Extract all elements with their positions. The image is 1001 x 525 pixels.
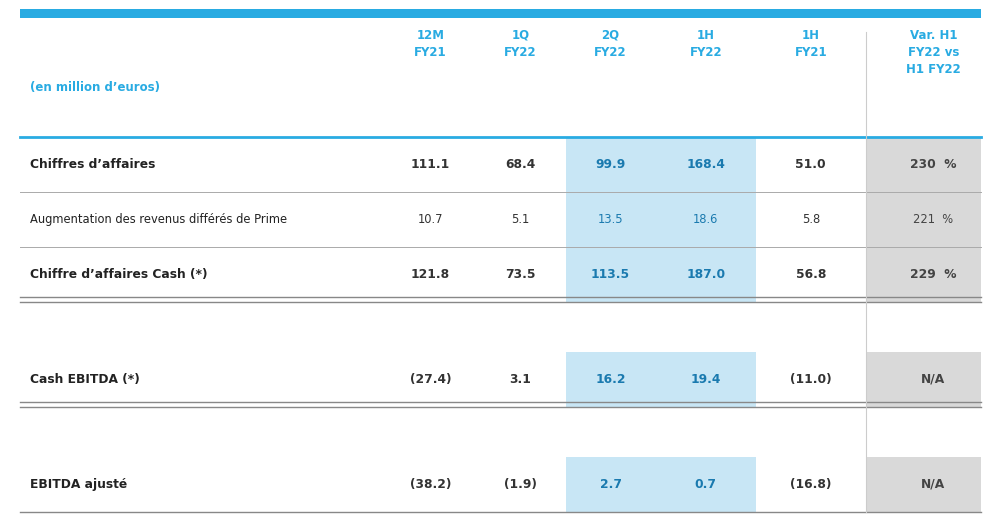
Text: 2.7: 2.7 — [600, 478, 622, 491]
Text: Chiffre d’affaires Cash (*): Chiffre d’affaires Cash (*) — [30, 268, 207, 281]
Text: 51.0: 51.0 — [796, 158, 826, 171]
Text: 5.1: 5.1 — [512, 213, 530, 226]
Text: (27.4): (27.4) — [409, 373, 451, 386]
Bar — [566, 247, 756, 302]
Bar — [756, 247, 866, 302]
Bar — [20, 9, 981, 18]
Text: 168.4: 168.4 — [687, 158, 725, 171]
Text: Cash EBITDA (*): Cash EBITDA (*) — [30, 373, 140, 386]
Bar — [20, 457, 566, 512]
Text: 73.5: 73.5 — [506, 268, 536, 281]
Bar — [866, 352, 981, 407]
Bar — [866, 247, 981, 302]
Bar — [20, 247, 566, 302]
Text: N/A: N/A — [921, 478, 946, 491]
Bar — [566, 352, 756, 407]
Text: (16.8): (16.8) — [790, 478, 832, 491]
Text: Augmentation des revenus différés de Prime: Augmentation des revenus différés de Pri… — [30, 213, 287, 226]
Text: 99.9: 99.9 — [596, 158, 626, 171]
Bar — [20, 136, 566, 192]
Text: 3.1: 3.1 — [510, 373, 532, 386]
Bar — [866, 192, 981, 247]
Bar — [866, 136, 981, 192]
Bar — [566, 136, 756, 192]
Text: 1H
FY21: 1H FY21 — [795, 29, 827, 59]
Text: EBITDA ajusté: EBITDA ajusté — [30, 478, 127, 491]
Text: 5.8: 5.8 — [802, 213, 820, 226]
Text: 10.7: 10.7 — [417, 213, 443, 226]
Bar — [756, 136, 866, 192]
Bar — [20, 192, 566, 247]
Text: 2Q
FY22: 2Q FY22 — [595, 29, 627, 59]
Text: 0.7: 0.7 — [695, 478, 717, 491]
Bar — [756, 192, 866, 247]
Text: 18.6: 18.6 — [693, 213, 719, 226]
Text: (11.0): (11.0) — [790, 373, 832, 386]
Text: 16.2: 16.2 — [596, 373, 626, 386]
Text: (38.2): (38.2) — [409, 478, 451, 491]
Text: (1.9): (1.9) — [505, 478, 537, 491]
Text: 56.8: 56.8 — [796, 268, 826, 281]
Bar — [566, 192, 756, 247]
Text: 229  %: 229 % — [910, 268, 957, 281]
Bar — [756, 352, 866, 407]
Text: 1Q
FY22: 1Q FY22 — [505, 29, 537, 59]
Text: 187.0: 187.0 — [686, 268, 726, 281]
Text: 121.8: 121.8 — [410, 268, 450, 281]
Bar — [566, 457, 756, 512]
Text: 12M
FY21: 12M FY21 — [414, 29, 446, 59]
Text: 230  %: 230 % — [910, 158, 957, 171]
Text: (en million d’euros): (en million d’euros) — [30, 81, 160, 94]
Text: 1H
FY22: 1H FY22 — [690, 29, 722, 59]
Text: N/A: N/A — [921, 373, 946, 386]
Text: 19.4: 19.4 — [691, 373, 721, 386]
Text: 111.1: 111.1 — [410, 158, 450, 171]
Text: 68.4: 68.4 — [506, 158, 536, 171]
Text: 221  %: 221 % — [913, 213, 954, 226]
Bar — [756, 457, 866, 512]
Text: Chiffres d’affaires: Chiffres d’affaires — [30, 158, 155, 171]
Text: 13.5: 13.5 — [598, 213, 624, 226]
Text: Var. H1
FY22 vs
H1 FY22: Var. H1 FY22 vs H1 FY22 — [906, 29, 961, 76]
Bar — [866, 457, 981, 512]
Text: 113.5: 113.5 — [591, 268, 631, 281]
Bar — [20, 352, 566, 407]
